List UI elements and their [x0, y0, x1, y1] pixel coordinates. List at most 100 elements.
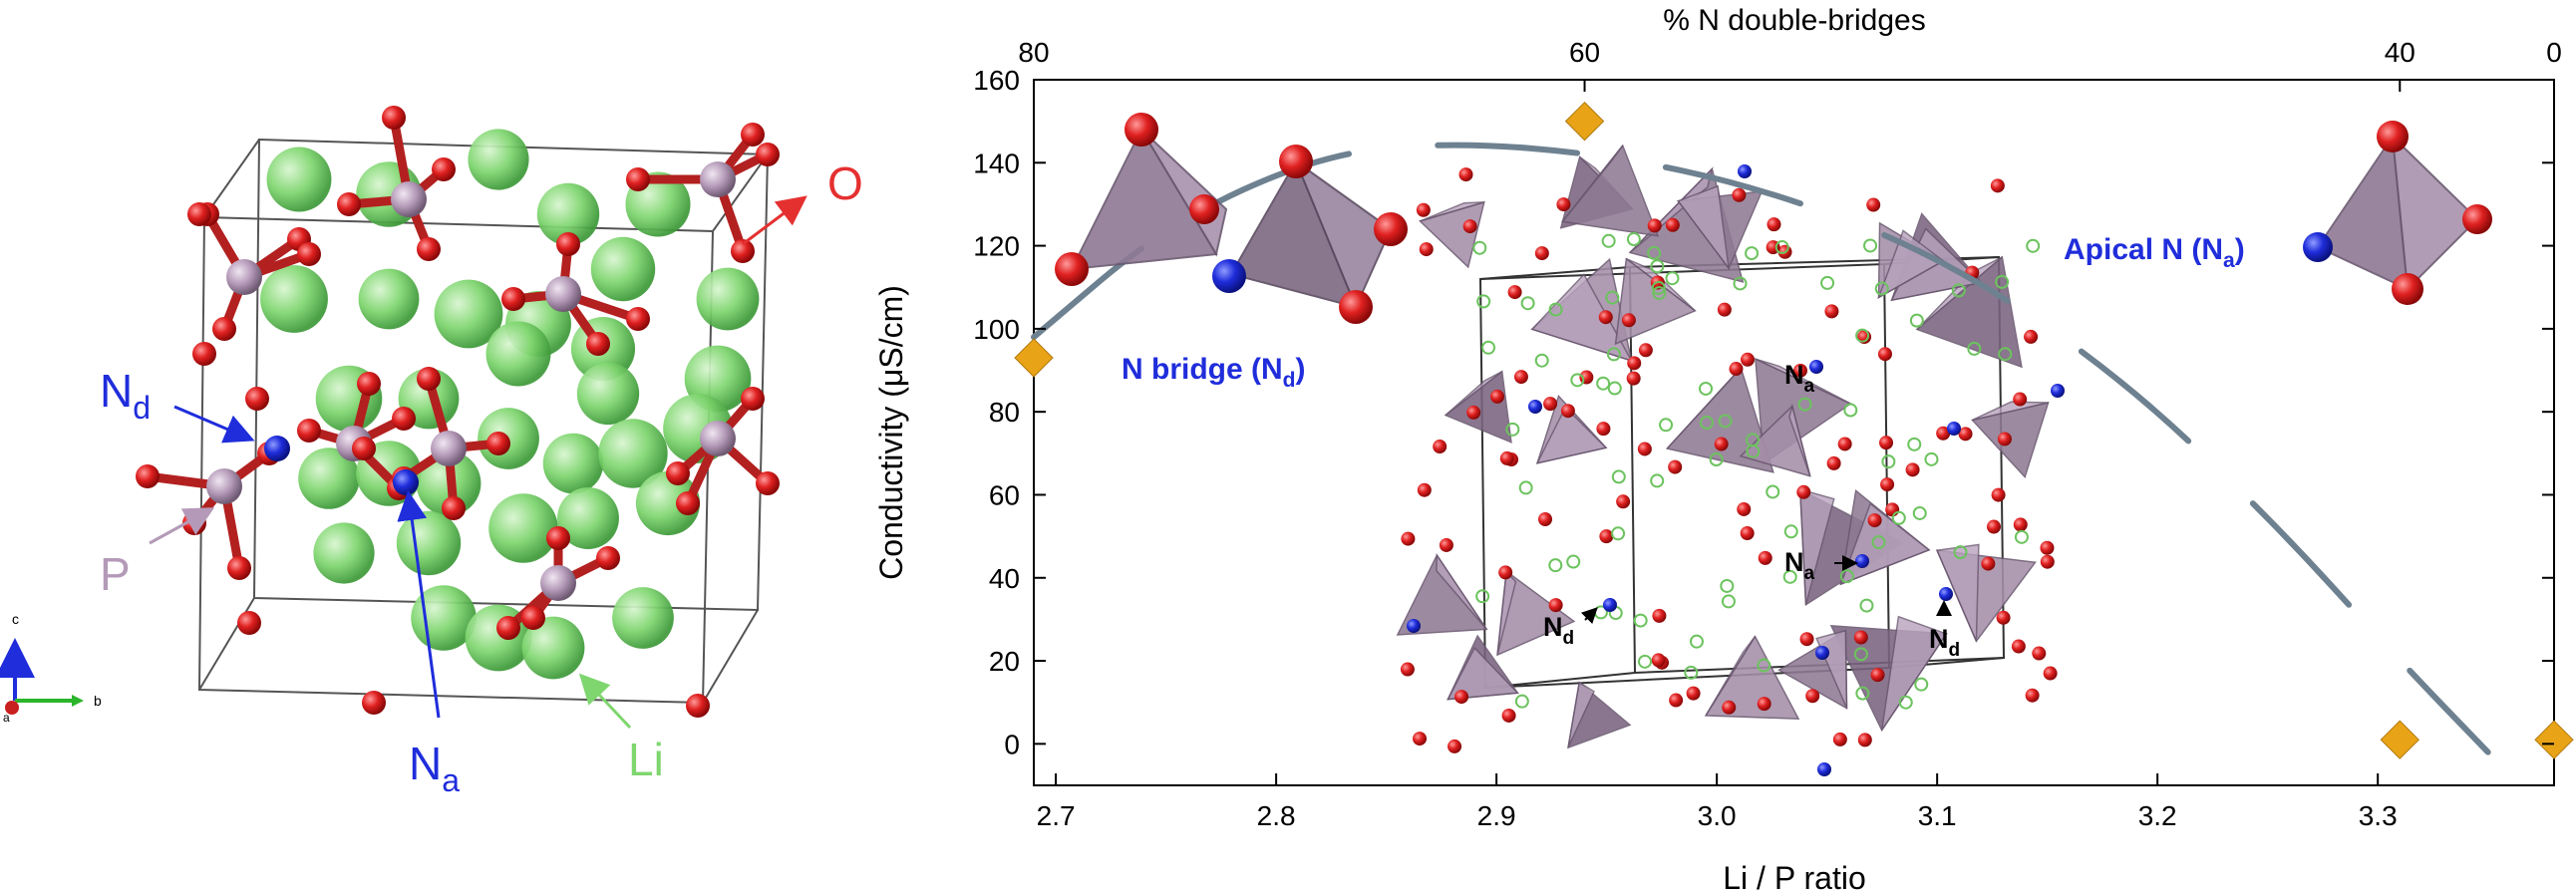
o-atom [666, 461, 690, 485]
inset-li-atom [1650, 259, 1665, 274]
y-tick-label: 40 [989, 563, 1020, 594]
top-tick-label: 80 [1018, 37, 1049, 68]
inset-o-atom [2040, 540, 2055, 555]
inset-li-atom [1633, 613, 1648, 628]
top-tick-label: 40 [2385, 37, 2415, 68]
inset-o-atom [1714, 437, 1729, 451]
inset-li-atom [1797, 397, 1812, 412]
li-label: Li [628, 734, 664, 785]
li-atom [521, 616, 585, 680]
o-atom [741, 123, 765, 147]
inset-tetrahedron-face [1877, 229, 1945, 300]
axis-a-label: a [3, 711, 10, 725]
inset-n-atom [1939, 587, 1953, 601]
inset-n-atom [1528, 400, 1542, 414]
inset-o-atom [1507, 285, 1522, 300]
inset-tetrahedron-face [1755, 358, 1851, 405]
y-tick-label: 0 [1004, 729, 1020, 759]
li-atom [590, 236, 656, 302]
x-tick-label: 3.3 [2359, 800, 2398, 831]
inset-o-atom [1556, 197, 1571, 212]
o-label: O [827, 157, 863, 209]
nd-atom [264, 436, 290, 461]
inset-o-atom [1796, 484, 1811, 499]
inset-li-atom [2014, 529, 2029, 544]
data-points [1014, 101, 2574, 759]
li-atom [358, 268, 420, 330]
inset-li-atom [1757, 658, 1771, 673]
o-arrow [742, 195, 807, 246]
na-label: Na [409, 738, 460, 798]
inset-tetrahedron-face [1972, 401, 2049, 422]
inset-o-atom [1448, 739, 1462, 753]
li-atom [598, 419, 668, 488]
inset-li-atom [1566, 554, 1581, 569]
inset-o-atom [1400, 662, 1415, 677]
inset-li-atom [1699, 416, 1714, 431]
inset-o-atom [1433, 440, 1448, 454]
inset-li-atom [1859, 598, 1874, 613]
o-atom [417, 367, 441, 391]
x-axis-label: Li / P ratio [1723, 860, 1865, 895]
top-tick-label: 0 [2546, 37, 2562, 68]
y-axis-label: Conductivity (μS/cm) [873, 285, 909, 580]
inset-li-atom [1863, 238, 1878, 253]
inset-o-atom [2032, 646, 2047, 661]
data-point [2534, 720, 2574, 759]
inset-o-atom [1616, 494, 1631, 509]
inset-li-atom [1733, 276, 1748, 291]
y-tick-label: 20 [989, 646, 1020, 677]
data-point [2380, 720, 2419, 759]
inset-tetrahedron-face [1420, 201, 1484, 222]
li-atom [313, 522, 375, 584]
inset-o-atom [1637, 442, 1652, 456]
o-atom [731, 239, 755, 263]
trend-curve [1031, 142, 2491, 755]
inset-o-atom [1413, 732, 1428, 746]
inset-o-atom [1722, 700, 1737, 715]
inset-tetrahedron [1704, 635, 1800, 721]
inset-li-atom [1518, 480, 1533, 495]
inset-tetrahedron-face [1445, 371, 1503, 417]
inset-n-atom [1407, 619, 1421, 633]
li-atom [557, 487, 619, 549]
o-atom [756, 471, 780, 495]
y-tick-label: 140 [973, 148, 1020, 178]
o-atom [187, 202, 211, 226]
inset-o-atom [1792, 363, 1807, 378]
inset-structure-illustration [1396, 144, 2065, 776]
inset-o-atom [1419, 242, 1434, 257]
inset-o-atom [1996, 610, 2011, 625]
li-atom [536, 182, 600, 246]
inset-li-atom [1746, 444, 1761, 458]
inset-li-atom [1874, 281, 1889, 296]
inset-li-atom [1855, 686, 1870, 701]
cell-na-label-2: Na [1784, 547, 1815, 584]
inset-li-atom [1652, 286, 1667, 301]
li-atom [488, 493, 558, 563]
p-atom [206, 468, 242, 504]
inset-o-atom [1870, 668, 1885, 683]
inset-o-atom [1826, 455, 1841, 470]
inset-o-atom [1416, 202, 1431, 217]
inset-n-atom [1855, 554, 1869, 568]
inset-o-atom [2025, 688, 2040, 703]
inset-o-atom [1638, 343, 1653, 358]
plot-frame [1033, 79, 2555, 786]
inset-o-atom [1885, 502, 1900, 517]
inset-o-atom [1543, 397, 1558, 412]
o-atom [417, 237, 441, 261]
o-atom [546, 526, 570, 550]
top-tick-label: 60 [1569, 37, 1600, 68]
inset-o-atom [1439, 537, 1453, 552]
inset-o-atom [1958, 427, 1973, 442]
inset-n-atom [1603, 598, 1617, 612]
inset-o-atom [2024, 329, 2039, 344]
inset-o-atom [1732, 187, 1747, 202]
o-atom [382, 106, 406, 130]
inset-o-atom [1534, 246, 1549, 261]
o-atom [556, 232, 580, 256]
inset-o-atom [1499, 450, 1514, 465]
inset-li-atom [1871, 535, 1886, 550]
inset-li-atom [1611, 526, 1626, 541]
